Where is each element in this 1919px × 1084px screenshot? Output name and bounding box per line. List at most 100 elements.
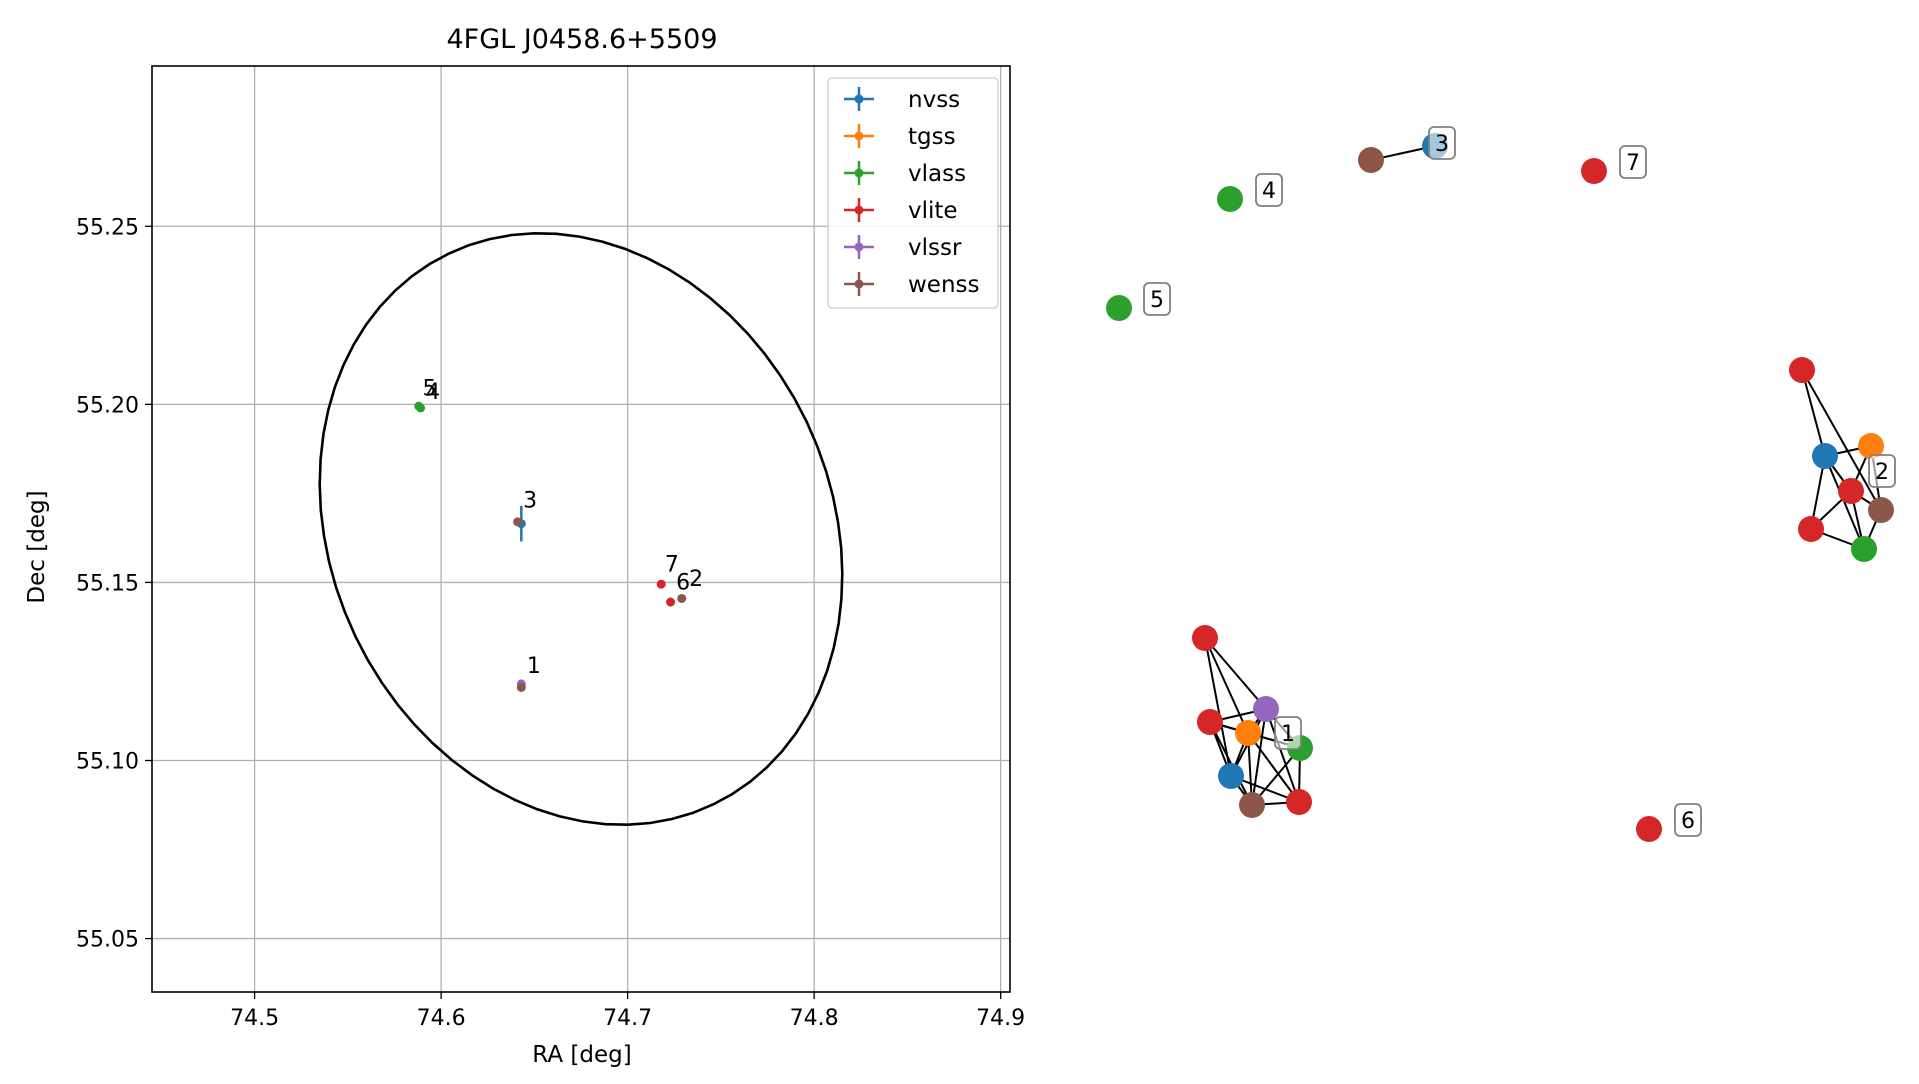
x-tick-label: 74.9 bbox=[976, 1006, 1025, 1031]
graph-node-g5 bbox=[1106, 295, 1132, 321]
wenss-point bbox=[677, 593, 687, 603]
graph-node-c2_r2 bbox=[1838, 478, 1864, 504]
legend-marker-dot bbox=[854, 242, 864, 252]
graph-edge bbox=[1824, 455, 1865, 550]
axis-ticks: 74.5 74.6 74.7 74.8 74.9 55.05 55.10 55.15 55.20… bbox=[76, 215, 1025, 1031]
legend-entry-nvss: nvss bbox=[844, 87, 960, 113]
legend-entry-vlass: vlass bbox=[844, 161, 966, 187]
graph-node-label: 1 bbox=[1274, 716, 1302, 750]
label-box bbox=[1674, 803, 1702, 837]
graph-node-label: 6 bbox=[1674, 803, 1702, 837]
graph-node-c2_g bbox=[1851, 536, 1877, 562]
label-text: 6 bbox=[1681, 809, 1695, 834]
graph-node-c2_o bbox=[1858, 433, 1884, 459]
point-label: 4 bbox=[426, 380, 440, 405]
y-tick-label: 55.10 bbox=[76, 750, 139, 775]
legend-marker-dot bbox=[854, 94, 864, 104]
x-tick-label: 74.7 bbox=[603, 1006, 652, 1031]
label-box bbox=[1619, 145, 1647, 179]
legend-label: wenss bbox=[908, 272, 980, 298]
scatter-plot: 4FGL J0458.6+5509 RA [deg] Dec [deg] 74.… bbox=[24, 24, 1025, 1068]
graph-node-c2_b bbox=[1812, 443, 1838, 469]
vlite-point bbox=[656, 579, 666, 589]
graph-node-c1_r1 bbox=[1192, 625, 1218, 651]
localization-ellipse bbox=[318, 231, 844, 827]
graph-node-labels: 1 2 3 4 5 6 7 bbox=[1143, 126, 1896, 837]
y-tick-label: 55.25 bbox=[76, 215, 139, 240]
graph-node-c1_p bbox=[1253, 696, 1279, 722]
graph-node-g4 bbox=[1217, 186, 1243, 212]
y-tick-label: 55.20 bbox=[76, 393, 139, 418]
x-axis-label: RA [deg] bbox=[532, 1042, 631, 1068]
source-points bbox=[414, 401, 687, 692]
legend-label: vlass bbox=[908, 161, 966, 187]
y-tick-label: 55.05 bbox=[76, 928, 139, 953]
vlite-point bbox=[666, 597, 676, 607]
graph-edge bbox=[1251, 708, 1267, 806]
graph-node-label: 2 bbox=[1868, 454, 1896, 488]
label-box bbox=[1143, 282, 1171, 316]
label-text: 1 bbox=[1281, 722, 1295, 747]
legend-entry-tgss: tgss bbox=[844, 124, 956, 150]
point-label: 6 bbox=[676, 571, 690, 596]
network-graph: 1 2 3 4 5 6 7 bbox=[1106, 126, 1896, 842]
point-label: 3 bbox=[523, 489, 537, 514]
graph-node-c2_r1 bbox=[1789, 357, 1815, 383]
legend-entry-wenss: wenss bbox=[844, 272, 980, 298]
graph-edge bbox=[1204, 637, 1249, 734]
graph-edge bbox=[1801, 369, 1882, 511]
point-label: 7 bbox=[665, 553, 679, 578]
point-label: 2 bbox=[689, 567, 703, 592]
graph-node-label: 4 bbox=[1255, 173, 1283, 207]
label-box bbox=[1868, 454, 1896, 488]
legend-marker-dot bbox=[854, 168, 864, 178]
x-tick-label: 74.6 bbox=[417, 1006, 466, 1031]
graph-node-c1_o bbox=[1235, 720, 1261, 746]
point-label: 1 bbox=[527, 654, 541, 679]
graph-edge bbox=[1265, 708, 1300, 803]
graph-node-label: 3 bbox=[1428, 126, 1456, 160]
legend-label: nvss bbox=[908, 87, 960, 113]
legend-entry-vlssr: vlssr bbox=[844, 235, 962, 261]
graph-node-label: 7 bbox=[1619, 145, 1647, 179]
graph-edge bbox=[1204, 637, 1267, 710]
legend-label: tgss bbox=[908, 124, 956, 150]
graph-node-c2_br bbox=[1868, 497, 1894, 523]
label-text: 5 bbox=[1150, 288, 1164, 313]
label-box bbox=[1255, 173, 1283, 207]
vlass-point bbox=[416, 403, 426, 413]
graph-edges bbox=[1204, 145, 1882, 806]
ellipse-path bbox=[318, 231, 844, 827]
legend-entry-vlite: vlite bbox=[844, 198, 958, 224]
graph-node-c1_r2 bbox=[1197, 709, 1223, 735]
plot-frame bbox=[151, 65, 1011, 993]
graph-edge bbox=[1247, 732, 1300, 803]
label-text: 3 bbox=[1435, 132, 1449, 157]
point-label: 5 bbox=[422, 376, 436, 401]
legend-marker-dot bbox=[854, 131, 864, 141]
chart-title: 4FGL J0458.6+5509 bbox=[446, 24, 717, 55]
x-tick-label: 74.5 bbox=[230, 1006, 279, 1031]
graph-node-c1_r3 bbox=[1286, 789, 1312, 815]
label-box bbox=[1274, 716, 1302, 750]
wenss-point bbox=[513, 517, 523, 527]
graph-node-c2_r3 bbox=[1798, 516, 1824, 542]
label-text: 2 bbox=[1875, 460, 1889, 485]
y-axis-label: Dec [deg] bbox=[24, 490, 50, 603]
graph-node-c1_br bbox=[1239, 792, 1265, 818]
legend-label: vlite bbox=[908, 198, 958, 224]
legend-marker-dot bbox=[854, 205, 864, 215]
legend-label: vlssr bbox=[908, 235, 962, 261]
graph-edge bbox=[1801, 369, 1826, 457]
label-box bbox=[1428, 126, 1456, 160]
wenss-point bbox=[516, 682, 526, 692]
graph-node-r6 bbox=[1636, 816, 1662, 842]
label-text: 7 bbox=[1626, 151, 1640, 176]
label-text: 4 bbox=[1262, 179, 1276, 204]
graph-node-label: 5 bbox=[1143, 282, 1171, 316]
y-tick-label: 55.15 bbox=[76, 571, 139, 596]
graph-node-r7 bbox=[1581, 158, 1607, 184]
